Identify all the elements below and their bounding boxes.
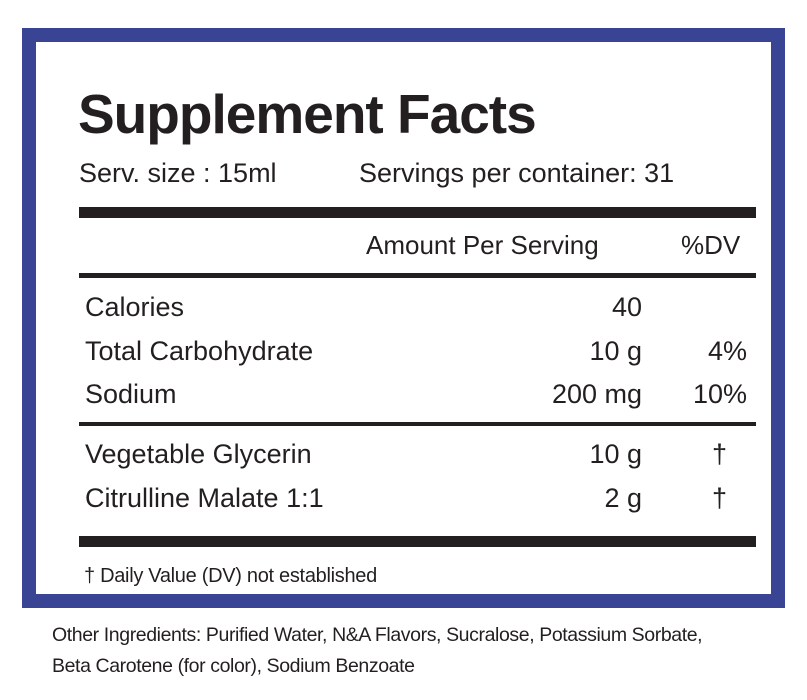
nutrient-name: Calories xyxy=(85,292,185,322)
rule xyxy=(79,422,756,426)
amount: 10 g xyxy=(589,439,642,469)
serving-size: Serv. size : 15ml xyxy=(79,158,277,188)
daily-value: † xyxy=(711,482,727,513)
daily-value: 4% xyxy=(707,335,747,366)
nutrient-name: Sodium xyxy=(85,379,177,409)
amount: 40 xyxy=(611,292,642,322)
title: Supplement Facts xyxy=(78,83,537,145)
daily-value: 10% xyxy=(692,379,747,409)
footnote: † Daily Value (DV) not established xyxy=(84,565,377,587)
other-ingredients: Other Ingredients: Purified Water, N&A F… xyxy=(52,624,703,646)
amount: 2 g xyxy=(604,482,642,513)
rule xyxy=(79,207,756,218)
other-ingredients: Beta Carotene (for color), Sodium Benzoa… xyxy=(52,655,415,677)
nutrient-name: Citrulline Malate 1:1 xyxy=(85,482,324,513)
nutrient-name: Total Carbohydrate xyxy=(85,335,314,366)
servings-per-container: Servings per container: 31 xyxy=(359,158,675,188)
amount: 10 g xyxy=(589,335,642,366)
nutrient-name: Vegetable Glycerin xyxy=(85,439,312,469)
label-panel: Supplement Facts Serv. size : 15ml Servi… xyxy=(22,28,785,608)
amount-header: Amount Per Serving xyxy=(366,230,599,260)
daily-value: † xyxy=(711,439,727,469)
rule xyxy=(79,273,756,278)
dv-header: %DV xyxy=(681,230,741,260)
amount: 200 mg xyxy=(551,379,642,409)
rule xyxy=(79,536,756,547)
